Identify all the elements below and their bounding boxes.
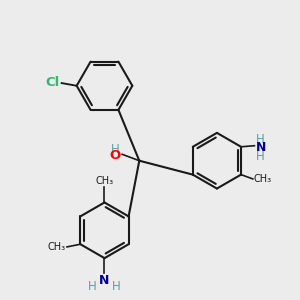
Text: CH₃: CH₃ (95, 176, 114, 186)
Text: Cl: Cl (46, 76, 60, 89)
Text: CH₃: CH₃ (254, 174, 272, 184)
Text: H: H (88, 280, 97, 292)
Text: CH₃: CH₃ (48, 242, 66, 252)
Text: H: H (111, 143, 120, 157)
Text: H: H (256, 133, 265, 146)
Text: N: N (99, 274, 110, 287)
Text: O: O (110, 149, 121, 162)
Text: H: H (256, 150, 264, 163)
Text: N: N (256, 141, 266, 154)
Text: H: H (112, 280, 121, 292)
